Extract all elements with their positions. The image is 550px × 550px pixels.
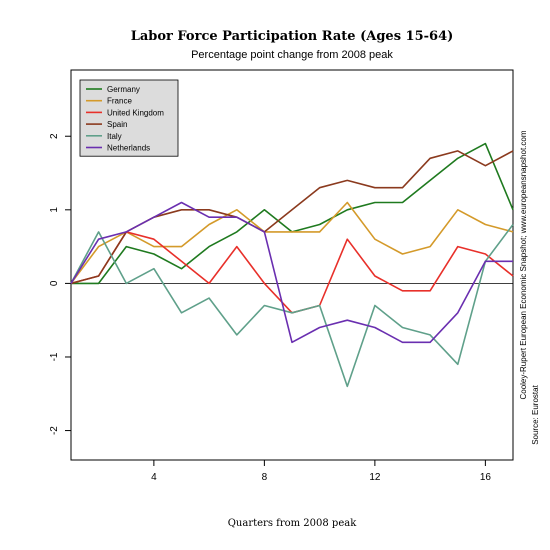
source-note: Source: Eurostat: [531, 384, 540, 444]
plot-frame: [70, 69, 514, 461]
legend-label-netherlands: Netherlands: [107, 144, 150, 153]
credit-note: Cooley-Rupert European Economic Snapshot…: [519, 130, 528, 399]
x-tick-label: 16: [480, 472, 492, 483]
chart-subtitle: Percentage point change from 2008 peak: [191, 49, 393, 61]
chart-title: Labor Force Participation Rate (Ages 15-…: [131, 29, 454, 44]
series-line-france: [70, 201, 514, 284]
x-tick-label: 12: [369, 472, 381, 483]
legend-label-italy: Italy: [107, 132, 122, 141]
legend-box: [79, 79, 179, 157]
y-tick-label: -1: [49, 352, 60, 361]
y-tick-label: 1: [49, 207, 60, 213]
series-line-united-kingdom: [70, 231, 514, 314]
y-tick-label: -2: [49, 426, 60, 435]
series-line-germany: [71, 142, 514, 285]
y-tick-label: 0: [49, 280, 60, 286]
series-line-netherlands: [70, 201, 513, 344]
legend-label-france: France: [107, 97, 132, 106]
legend-label-united-kingdom: United Kingdom: [107, 108, 164, 117]
legend-label-spain: Spain: [107, 120, 127, 129]
x-axis-label: Quarters from 2008 peak: [228, 518, 357, 529]
x-tick-label: 8: [262, 472, 268, 483]
legend: Germany France United Kingdom Spain Italy Net…: [79, 79, 179, 157]
y-tick-label: 2: [49, 133, 60, 139]
legend-label-germany: Germany: [107, 85, 140, 94]
series-line-italy: [70, 224, 514, 388]
x-tick-label: 4: [151, 472, 157, 483]
